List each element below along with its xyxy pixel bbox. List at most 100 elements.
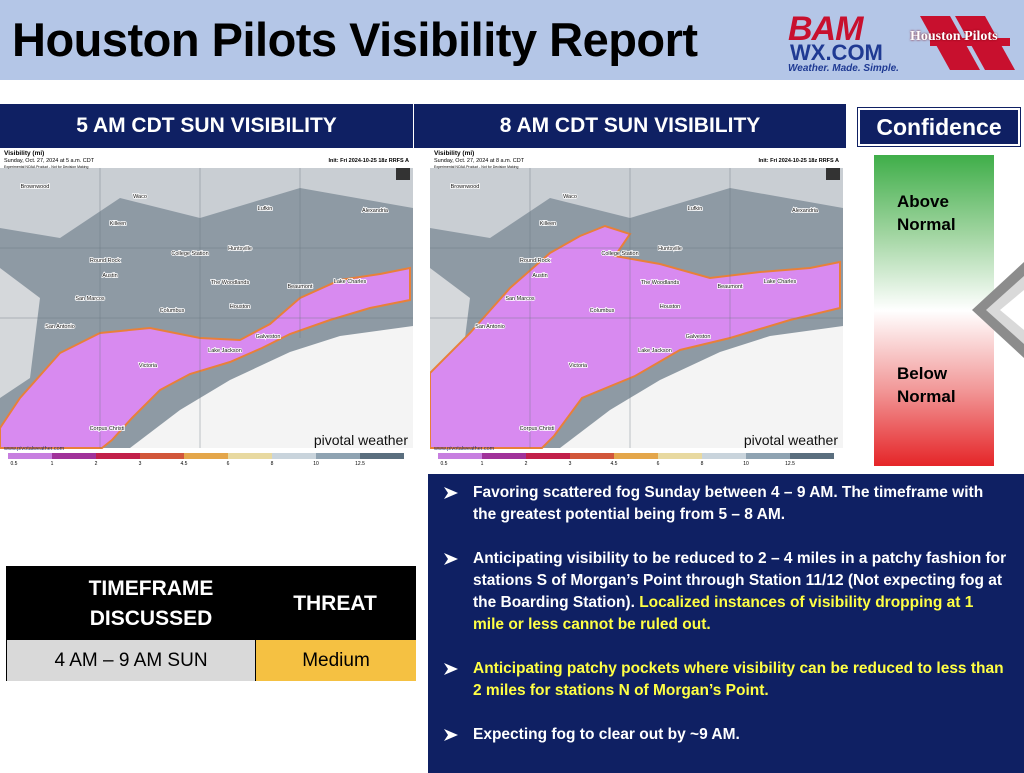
city-label: Round Rock xyxy=(520,258,551,264)
colorbar-tick: 8 xyxy=(271,461,274,467)
city-label: San Antonio xyxy=(45,324,75,330)
logo-graphic xyxy=(920,16,1015,70)
city-label: Lake Charles xyxy=(764,279,797,285)
colorbar-segment xyxy=(790,453,834,459)
colorbar-tick: 3 xyxy=(139,461,142,467)
city-label: Huntsville xyxy=(228,246,252,252)
threat-table: TIMEFRAME DISCUSSED THREAT 4 AM – 9 AM S… xyxy=(6,566,416,681)
bullet-text: Anticipating visibility to be reduced to… xyxy=(473,550,1007,611)
colorbar-segment xyxy=(184,453,228,459)
panel-heading: 5 AM CDT SUN VISIBILITY xyxy=(0,104,413,148)
colorbar-tick: 1 xyxy=(51,461,54,467)
colorbar-tick: 6 xyxy=(227,461,230,467)
map-init: Init: Fri 2024-10-25 18z RRFS A xyxy=(759,158,840,164)
city-label: Alexandria xyxy=(792,208,819,214)
table-cell: 4 AM – 9 AM SUN xyxy=(7,640,255,681)
colorbar-segment xyxy=(52,453,96,459)
bam-logo: BAM WX.COM Weather. Made. Simple. xyxy=(786,10,906,76)
bullet-icon xyxy=(444,487,458,499)
fog-area xyxy=(430,224,841,449)
land-light xyxy=(0,268,40,398)
city-label: Houston xyxy=(660,304,681,310)
slide-title: Houston Pilots Visibility Report xyxy=(12,13,698,66)
city-label: Lake Charles xyxy=(334,279,367,285)
colorbar-tick: 6 xyxy=(657,461,660,467)
city-label: Waco xyxy=(133,194,147,200)
arrow xyxy=(444,487,458,499)
confidence-label: Above Normal xyxy=(897,192,956,234)
colorbar-segment xyxy=(526,453,570,459)
colorbar-segment xyxy=(316,453,360,459)
city-label: Austin xyxy=(102,273,117,279)
bullet: Anticipating patchy pockets where visibi… xyxy=(440,658,1008,702)
colorbar-tick: 2 xyxy=(95,461,98,467)
colorbar-segment xyxy=(360,453,404,459)
pointer-shape xyxy=(1000,290,1024,330)
city-label: Huntsville xyxy=(658,246,682,252)
city-label: Columbus xyxy=(590,308,615,314)
colorbar-tick: 10 xyxy=(313,461,319,467)
bullet-text: Favoring scattered fog Sunday between 4 … xyxy=(473,484,984,523)
colorbar-segment xyxy=(570,453,614,459)
land-light xyxy=(0,168,413,238)
bullet-icon xyxy=(444,553,458,565)
confidence-pointer xyxy=(972,262,1024,358)
gulf xyxy=(130,326,413,448)
colorbar-tick: 8 xyxy=(701,461,704,467)
city-label: Lufkin xyxy=(258,206,273,212)
pilots-logo: Houston Pilots xyxy=(910,8,1020,78)
colorbar-segment xyxy=(482,453,526,459)
county-lines xyxy=(430,168,843,448)
title-banner xyxy=(0,0,1024,80)
map-valid: Sunday, Oct. 27, 2024 at 8 a.m. CDT xyxy=(434,158,525,164)
city-label: San Marcos xyxy=(75,296,105,302)
table-header: TIMEFRAME DISCUSSED xyxy=(7,567,295,640)
city-label: Galveston xyxy=(256,334,281,340)
colorbar-segment xyxy=(8,453,52,459)
city-label: Lake Jackson xyxy=(208,348,242,354)
logo-text: BAM xyxy=(788,10,863,48)
map-brand: pivotal weather xyxy=(314,432,409,448)
map-disclaimer: Experimental NOAA Product - Not for Deci… xyxy=(434,165,518,169)
bullet: Expecting fog to clear out by ~9 AM. xyxy=(440,724,1008,746)
city-label: College Station xyxy=(601,251,638,257)
land-light xyxy=(430,168,843,238)
city-label: The Woodlands xyxy=(641,280,680,286)
colorbar-segment xyxy=(702,453,746,459)
colorbar-segment xyxy=(658,453,702,459)
table-cell: Medium xyxy=(255,640,416,681)
gulf xyxy=(560,326,843,448)
colorbar-tick: 4.5 xyxy=(611,461,618,467)
bullet-highlight: Localized instances of visibility droppi… xyxy=(473,594,974,633)
map-url: www.pivotalweather.com xyxy=(3,446,65,452)
city-label: Columbus xyxy=(160,308,185,314)
colorbar-tick: 1 xyxy=(481,461,484,467)
city-label: Galveston xyxy=(686,334,711,340)
colorbar-tick: 12.5 xyxy=(785,461,795,467)
colorbar-tick: 4.5 xyxy=(181,461,188,467)
colorbar-tick: 3 xyxy=(569,461,572,467)
city-label: College Station xyxy=(171,251,208,257)
city-label: Corpus Christi xyxy=(90,426,125,432)
city-label: Austin xyxy=(532,273,547,279)
colorbar-segment xyxy=(96,453,140,459)
arrow xyxy=(444,663,458,675)
colorbar-tick: 0.5 xyxy=(11,461,18,467)
colorbar-tick: 10 xyxy=(743,461,749,467)
bullet-icon xyxy=(444,663,458,675)
bullet: Anticipating visibility to be reduced to… xyxy=(440,548,1008,636)
city-label: Beaumont xyxy=(287,284,313,290)
city-label: Alexandria xyxy=(362,208,389,214)
city-label: Lake Jackson xyxy=(638,348,672,354)
bullet-icon xyxy=(444,729,458,741)
city-label: Killeen xyxy=(540,221,557,227)
map-product: Visibility (mi) xyxy=(4,150,44,157)
bullet-box: Favoring scattered fog Sunday between 4 … xyxy=(428,474,1024,773)
arrow xyxy=(444,729,458,741)
map-init: Init: Fri 2024-10-25 18z RRFS A xyxy=(329,158,410,164)
city-label: Houston xyxy=(230,304,251,310)
visibility-map: Visibility (mi)Sunday, Oct. 27, 2024 at … xyxy=(0,148,413,468)
map-disclaimer: Experimental NOAA Product - Not for Deci… xyxy=(4,165,88,169)
share-icon xyxy=(396,168,410,180)
